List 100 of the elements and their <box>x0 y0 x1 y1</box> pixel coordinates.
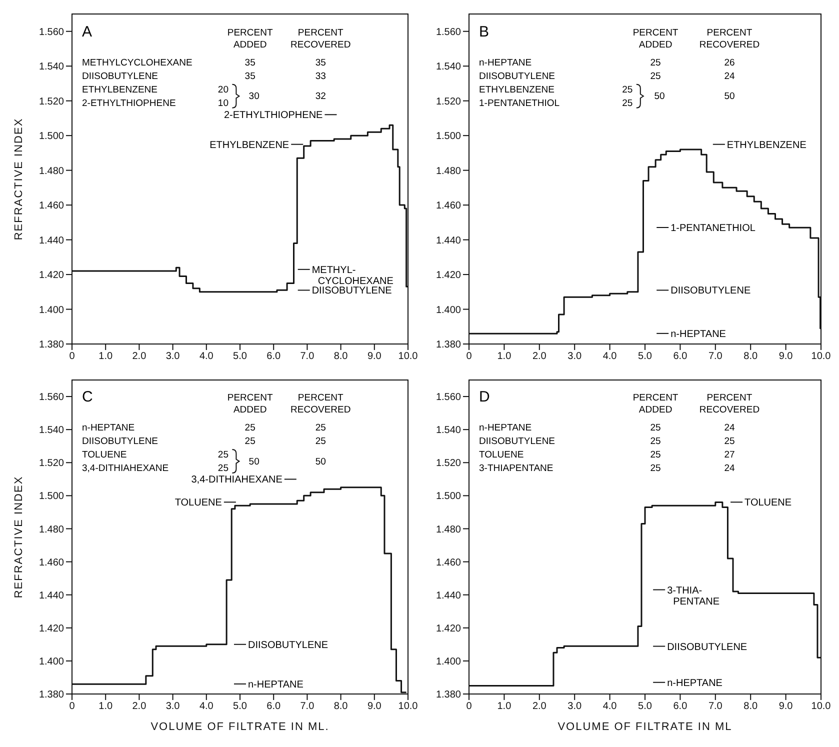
x-tick-label: 5.0 <box>638 701 652 712</box>
y-tick-label: 1.520 <box>38 458 64 470</box>
x-tick-label: 10.0 <box>398 351 418 362</box>
x-tick-label: 10.0 <box>811 351 832 362</box>
y-tick-label: 1.540 <box>38 425 64 436</box>
annotation: 3,4-DITHIAHEXANE <box>82 463 169 474</box>
annotation: PERCENT ADDED <box>632 27 678 50</box>
annotation: TOLUENE <box>174 498 222 509</box>
x-tick-label: 8.0 <box>334 701 348 712</box>
y-tick-label: 1.540 <box>436 425 462 436</box>
annotation: 24 <box>724 70 735 82</box>
annotation: 1-PENTANETHIOL <box>479 98 560 109</box>
annotation: 25 <box>724 436 735 448</box>
y-tick-label: 1.420 <box>38 270 64 282</box>
annotation: 25 <box>622 98 633 109</box>
y-tick-label: 1.540 <box>38 62 64 73</box>
y-tick-label: 1.400 <box>436 304 462 316</box>
x-tick-label: 7.0 <box>708 351 723 362</box>
annotation: PERCENT ADDED <box>227 27 273 50</box>
annotation: 50 <box>654 91 665 102</box>
y-tick-label: 1.480 <box>436 166 462 177</box>
y-tick-label: 1.400 <box>38 304 64 316</box>
annotation: ETHYLBENZENE <box>479 84 554 96</box>
x-tick-label: 5.0 <box>233 351 248 362</box>
annotation: PERCENT ADDED <box>632 392 678 416</box>
x-tick-label: 1.0 <box>497 351 512 362</box>
y-tick-label: 1.400 <box>38 656 64 668</box>
y-tick-label: 1.460 <box>436 557 462 568</box>
y-tick-label: 1.460 <box>38 200 64 212</box>
y-tick-label: 1.520 <box>436 458 462 470</box>
y-tick-label: 1.420 <box>436 623 462 634</box>
y-tick-label: 1.520 <box>436 96 462 108</box>
x-tick-label: 1.0 <box>98 701 113 712</box>
text: C <box>82 388 93 406</box>
y-tick-label: 1.480 <box>38 524 64 536</box>
annotation: n-HEPTANE <box>82 422 135 434</box>
x-axis-title: VOLUME OF FILTRATE IN ML <box>558 721 732 733</box>
y-tick-label: 1.440 <box>38 590 64 602</box>
y-tick-label: 1.480 <box>436 524 462 536</box>
annotation: n-HEPTANE <box>667 678 723 689</box>
x-tick-label: 8.0 <box>744 351 758 362</box>
x-axis-title: VOLUME OF FILTRATE IN ML. <box>150 721 330 733</box>
y-tick-label: 1.380 <box>436 690 462 701</box>
x-tick-label: 4.0 <box>602 701 618 712</box>
x-tick-label: 3.0 <box>166 701 180 712</box>
annotation: 2-ETHYLTHIOPHENE <box>82 98 176 109</box>
x-tick-label: 9.0 <box>778 351 794 362</box>
x-tick-label: 3.0 <box>166 351 180 362</box>
y-tick-label: 1.560 <box>436 26 462 38</box>
y-tick-label: 1.440 <box>436 235 462 246</box>
annotation: 33 <box>315 70 326 82</box>
annotation: 25 <box>244 436 256 448</box>
annotation: 1-PENTANETHIOL <box>670 223 756 234</box>
annotation: DIISOBUTYLENE <box>670 286 751 297</box>
annotation: TOLUENE <box>479 450 524 461</box>
text: B <box>479 23 490 40</box>
annotation: TOLUENE <box>82 450 127 461</box>
y-tick-label: 1.480 <box>38 166 64 177</box>
x-tick-label: 2.0 <box>532 701 547 712</box>
x-tick-label: 2.0 <box>132 351 147 362</box>
annotation: 27 <box>724 450 735 461</box>
annotation: n-HEPTANE <box>248 679 304 690</box>
y-tick-label: 1.520 <box>38 96 64 108</box>
annotation: 25 <box>315 422 326 434</box>
annotation: 25 <box>650 57 661 68</box>
annotation: PERCENT RECOVERED <box>699 392 760 416</box>
annotation: 50 <box>248 456 260 468</box>
annotation: 26 <box>724 57 735 68</box>
x-tick-label: 3.0 <box>568 351 582 362</box>
y-tick-label: 1.440 <box>436 590 462 602</box>
annotation: 25 <box>218 450 228 461</box>
annotation: 30 <box>248 91 260 102</box>
x-tick-label: 9.0 <box>778 701 794 712</box>
x-tick-label: 4.0 <box>602 351 618 362</box>
x-tick-label: 1.0 <box>98 351 113 362</box>
y-tick-label: 1.560 <box>38 392 64 404</box>
annotation: 32 <box>315 91 326 102</box>
annotation: DIISOBUTYLENE <box>479 436 556 448</box>
y-tick-label: 1.420 <box>38 623 64 634</box>
y-tick-label: 1.460 <box>436 200 462 212</box>
annotation: 20 <box>218 84 228 96</box>
y-tick-label: 1.380 <box>38 690 64 701</box>
annotation: DIISOBUTYLENE <box>312 286 392 297</box>
y-tick-label: 1.500 <box>436 491 462 502</box>
annotation: 25 <box>244 422 256 434</box>
annotation: DIISOBUTYLENE <box>667 642 748 653</box>
annotation: DIISOBUTYLENE <box>248 640 328 651</box>
annotation: TOLUENE <box>744 498 792 509</box>
x-tick-label: 7.0 <box>300 351 315 362</box>
x-tick-label: 2.0 <box>532 351 547 362</box>
annotation: 24 <box>724 422 735 434</box>
x-tick-label: 6.0 <box>266 701 281 712</box>
y-tick-label: 1.500 <box>38 491 64 502</box>
x-tick-label: 0 <box>466 701 472 712</box>
y-tick-label: 1.500 <box>436 131 462 142</box>
x-tick-label: 6.0 <box>673 351 688 362</box>
annotation: 25 <box>650 70 661 82</box>
annotation: 35 <box>244 70 256 82</box>
annotation: 50 <box>315 456 326 468</box>
annotation: 25 <box>218 463 228 474</box>
